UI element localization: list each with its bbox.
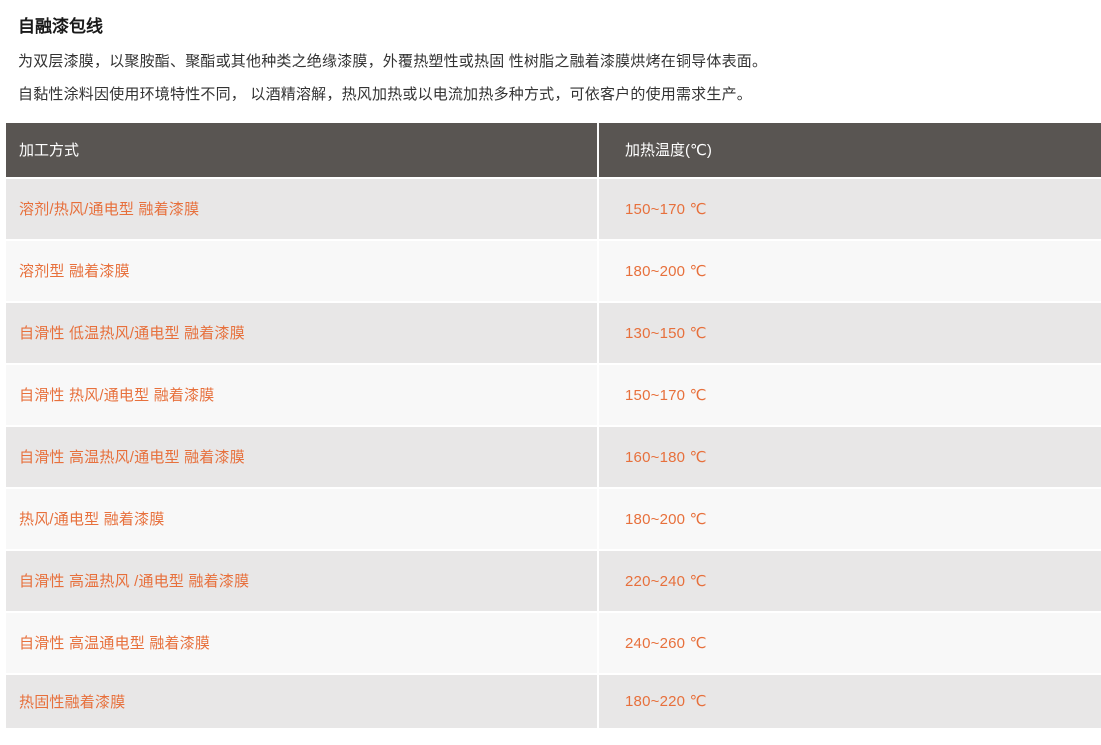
intro-paragraph-2: 自黏性涂料因使用环境特性不同， 以酒精溶解，热风加热或以电流加热多种方式，可依客…: [18, 85, 752, 103]
temperature-cell: 150~170 ℃: [599, 178, 1101, 241]
method-cell: 自滑性 高温通电型 融着漆膜: [6, 612, 599, 675]
table-row: 自滑性 热风/通电型 融着漆膜 150~170 ℃: [6, 364, 1101, 427]
table-row: 自滑性 高温通电型 融着漆膜 240~260 ℃: [6, 612, 1101, 675]
temperature-cell: 180~200 ℃: [599, 240, 1101, 303]
intro-text: 为双层漆膜，以聚胺酯、聚酯或其他种类之绝缘漆膜，外覆热塑性或热固 性树脂之融着漆…: [18, 51, 1083, 106]
processing-table: 加工方式 加热温度(℃) 溶剂/热风/通电型 融着漆膜 150~170 ℃ 溶剂…: [6, 122, 1101, 730]
method-cell: 溶剂型 融着漆膜: [6, 240, 599, 303]
method-cell: 自滑性 高温热风/通电型 融着漆膜: [6, 426, 599, 489]
table-row: 自滑性 高温热风/通电型 融着漆膜 160~180 ℃: [6, 426, 1101, 489]
table-row: 溶剂/热风/通电型 融着漆膜 150~170 ℃: [6, 178, 1101, 241]
temperature-cell: 240~260 ℃: [599, 612, 1101, 675]
table-header-row: 加工方式 加热温度(℃): [6, 122, 1101, 179]
intro-paragraph-1: 为双层漆膜，以聚胺酯、聚酯或其他种类之绝缘漆膜，外覆热塑性或热固 性树脂之融着漆…: [18, 53, 768, 70]
page-title: 自融漆包线: [18, 17, 103, 36]
temperature-cell: 220~240 ℃: [599, 550, 1101, 613]
temperature-cell: 180~220 ℃: [599, 674, 1101, 730]
method-cell: 自滑性 热风/通电型 融着漆膜: [6, 364, 599, 427]
column-header-temperature: 加热温度(℃): [599, 122, 1101, 179]
intro-section: 自融漆包线 为双层漆膜，以聚胺酯、聚酯或其他种类之绝缘漆膜，外覆热塑性或热固 性…: [0, 0, 1101, 106]
method-cell: 自滑性 低温热风/通电型 融着漆膜: [6, 302, 599, 365]
page: 自融漆包线 为双层漆膜，以聚胺酯、聚酯或其他种类之绝缘漆膜，外覆热塑性或热固 性…: [0, 0, 1101, 730]
temperature-cell: 150~170 ℃: [599, 364, 1101, 427]
method-cell: 热风/通电型 融着漆膜: [6, 488, 599, 551]
method-cell: 热固性融着漆膜: [6, 674, 599, 730]
method-cell: 溶剂/热风/通电型 融着漆膜: [6, 178, 599, 241]
temperature-cell: 160~180 ℃: [599, 426, 1101, 489]
table-row: 热风/通电型 融着漆膜 180~200 ℃: [6, 488, 1101, 551]
method-cell: 自滑性 高温热风 /通电型 融着漆膜: [6, 550, 599, 613]
table-row: 溶剂型 融着漆膜 180~200 ℃: [6, 240, 1101, 303]
table-row: 自滑性 低温热风/通电型 融着漆膜 130~150 ℃: [6, 302, 1101, 365]
table-row: 自滑性 高温热风 /通电型 融着漆膜 220~240 ℃: [6, 550, 1101, 613]
table-row: 热固性融着漆膜 180~220 ℃: [6, 674, 1101, 730]
temperature-cell: 130~150 ℃: [599, 302, 1101, 365]
temperature-cell: 180~200 ℃: [599, 488, 1101, 551]
column-header-method: 加工方式: [6, 122, 599, 179]
